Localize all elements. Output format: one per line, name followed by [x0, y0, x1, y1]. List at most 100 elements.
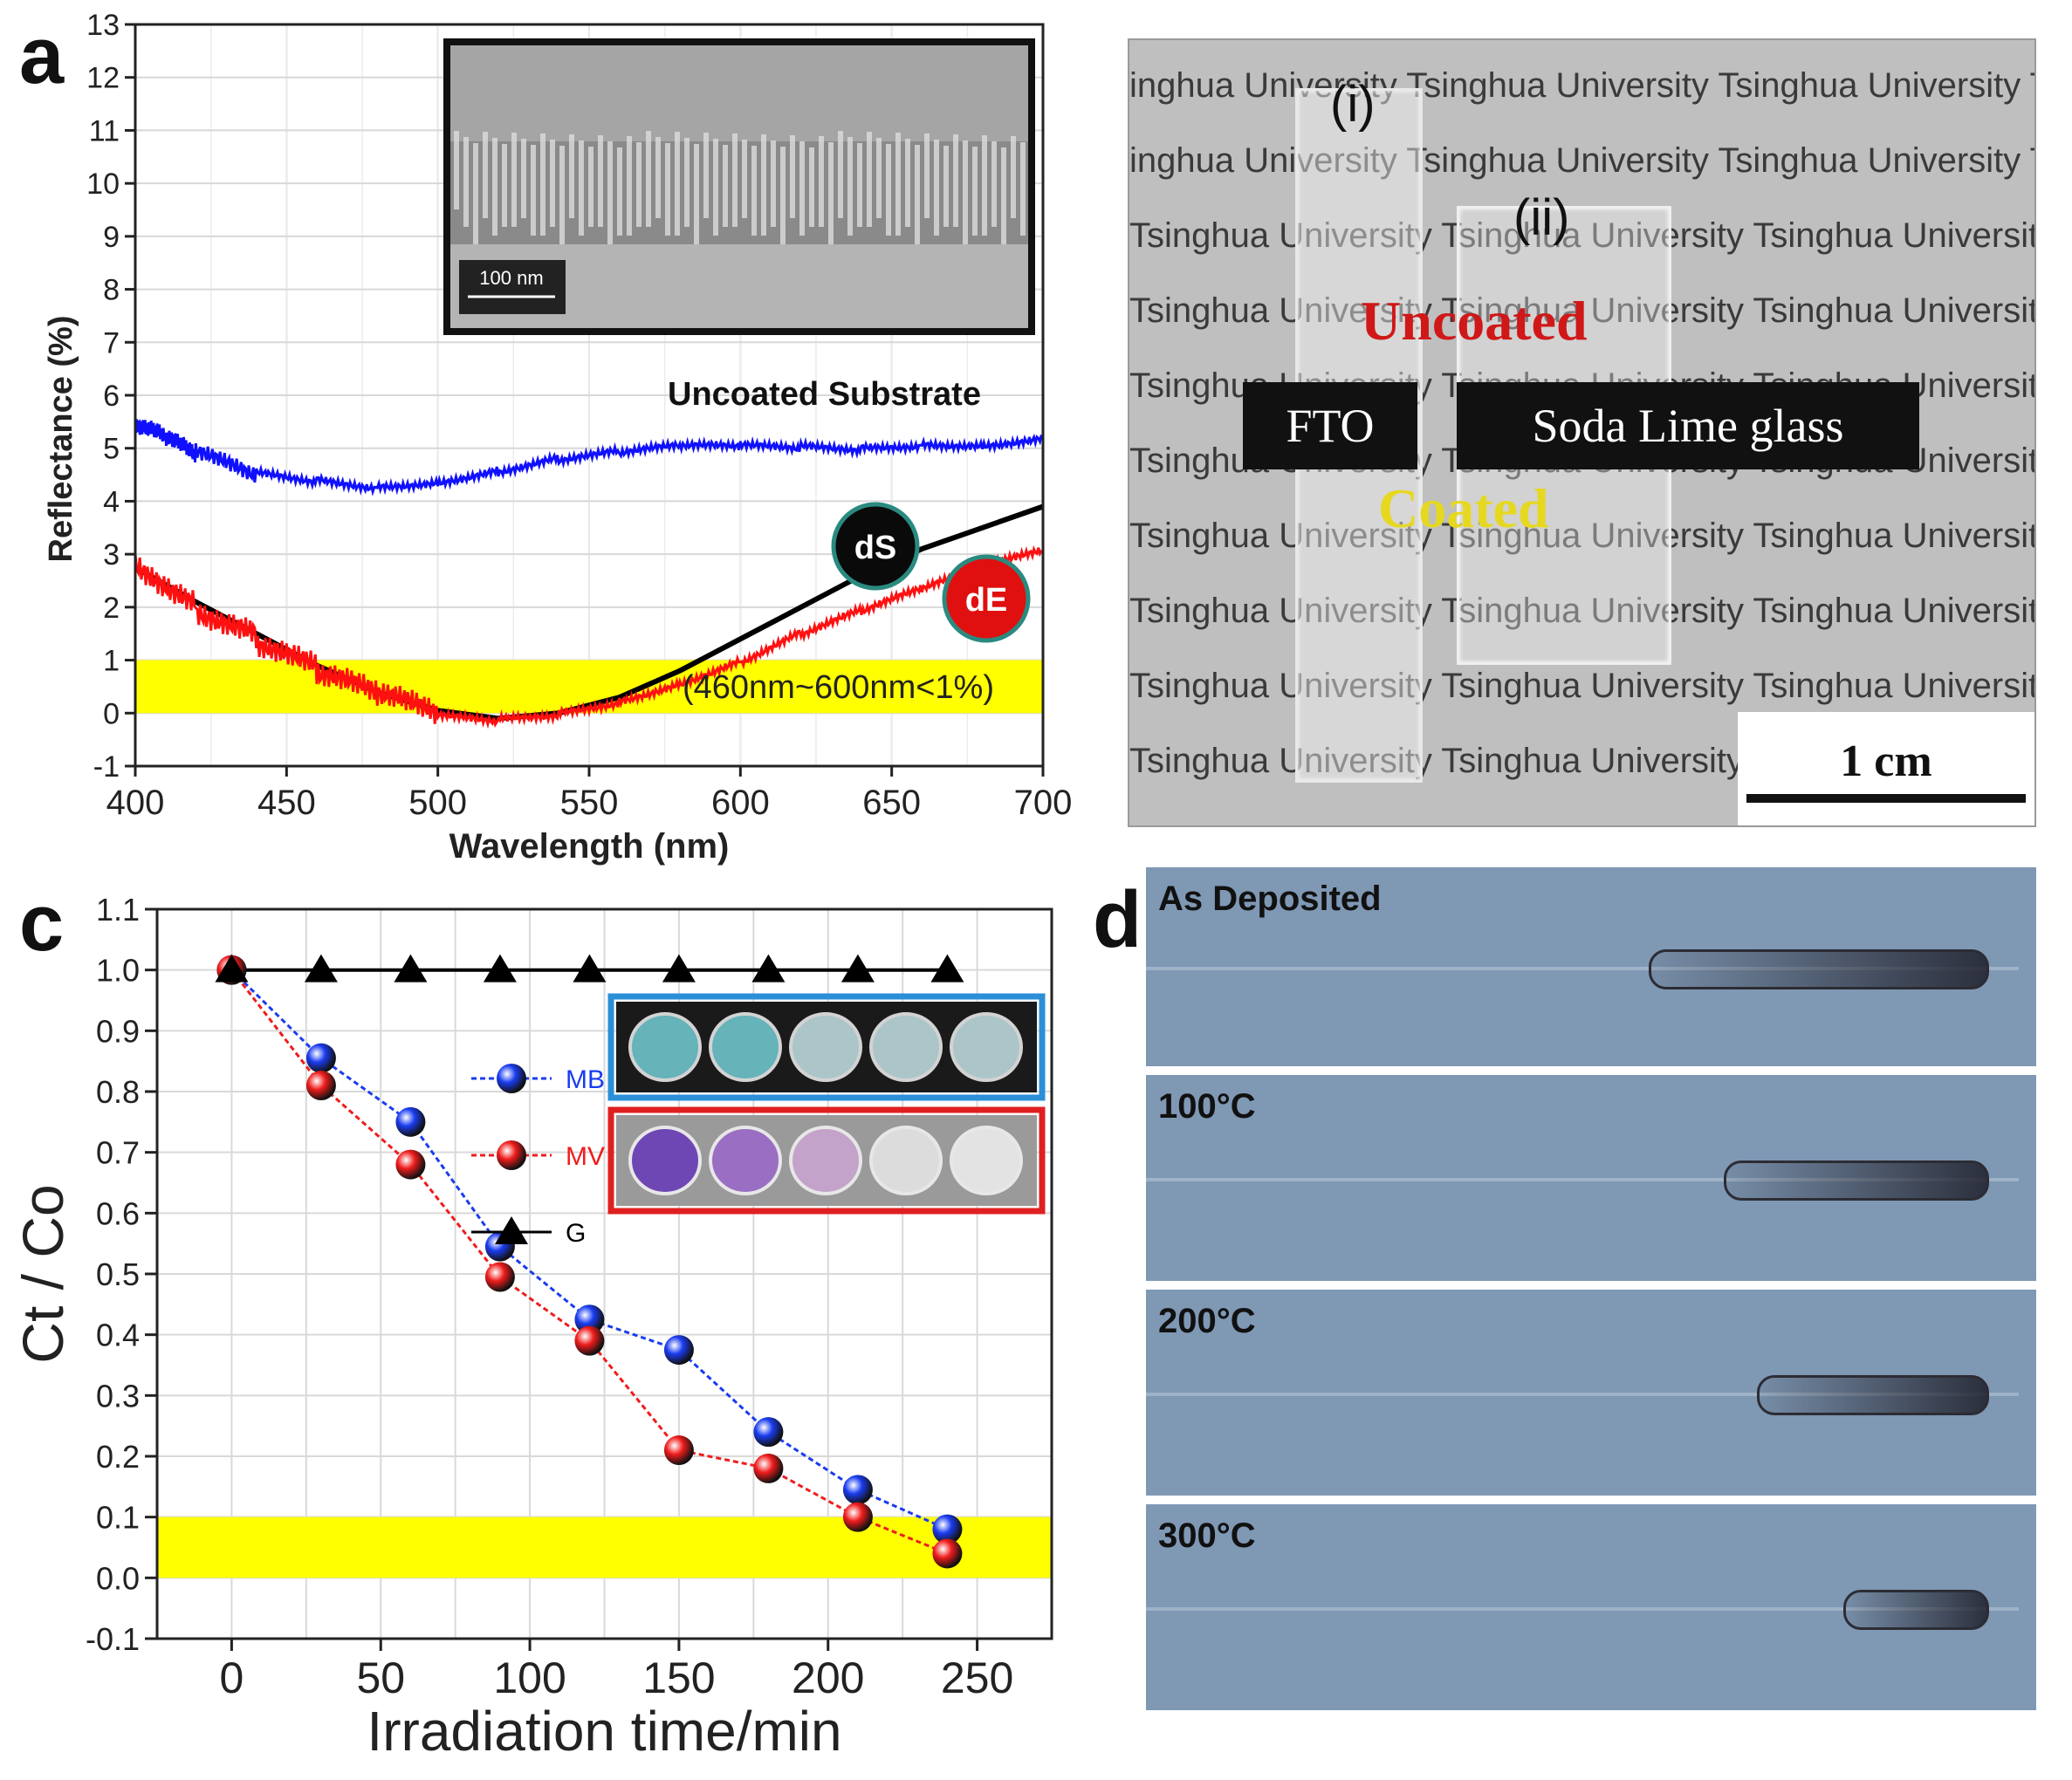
sem-column — [627, 136, 632, 236]
sem-column — [809, 147, 814, 227]
mv-vial — [869, 1126, 943, 1195]
x-tick-label: 50 — [356, 1653, 405, 1702]
sem-column — [867, 132, 872, 227]
point-g — [840, 954, 875, 982]
sem-column — [963, 140, 968, 244]
sem-column — [799, 141, 805, 236]
scratch-line — [1146, 1607, 2019, 1611]
x-tick-label: 200 — [792, 1653, 864, 1702]
y-tick-label: 0.3 — [96, 1378, 140, 1414]
scratch-line — [1146, 1393, 2019, 1396]
y-tick-label: 13 — [86, 9, 120, 42]
sem-column — [905, 139, 910, 227]
sem-column — [665, 143, 670, 236]
y-tick-label: 7 — [103, 326, 120, 359]
sem-column — [771, 140, 776, 227]
point-g — [483, 954, 517, 982]
point-mv — [305, 1071, 336, 1101]
sem-column — [1001, 147, 1006, 244]
series-line-de — [134, 544, 1043, 729]
point-g — [573, 954, 607, 982]
soda-lime-label: Soda Lime glass — [1457, 382, 1919, 469]
y-tick-label: 11 — [89, 114, 120, 147]
sem-column — [694, 144, 699, 244]
x-tick-label: 450 — [257, 784, 316, 822]
y-tick-label: 10 — [86, 168, 120, 201]
sem-column — [675, 132, 680, 236]
y-tick-label: 0.2 — [96, 1439, 140, 1475]
sem-column — [838, 131, 843, 218]
watermark-row: Tsinghua University Tsinghua University … — [1129, 216, 2034, 255]
sem-column — [617, 147, 622, 236]
scratch-strip-label: As Deposited — [1158, 880, 1382, 918]
sem-column — [550, 140, 555, 227]
annotation-range: (460nm~600nm<1%) — [683, 669, 994, 706]
y-tick-label: 0.8 — [96, 1074, 140, 1110]
sem-column — [607, 141, 613, 244]
y-tick-label: 12 — [86, 62, 120, 95]
x-axis-label: Irradiation time/min — [367, 1700, 841, 1763]
series-line-uncoated-substrate — [134, 418, 1043, 496]
watermark-row: Tsinghua University Tsinghua University … — [1129, 667, 2034, 705]
y-tick-label: 0.0 — [96, 1560, 140, 1596]
watermark-row: Tsinghua University Tsinghua University … — [1129, 291, 2034, 330]
y-tick-label: 8 — [103, 274, 120, 307]
x-tick-label: 550 — [560, 784, 619, 822]
sem-column — [1020, 142, 1026, 236]
sem-column — [780, 147, 786, 244]
sem-column — [636, 142, 641, 227]
x-tick-label: 400 — [106, 784, 165, 822]
y-axis-label: Ct / Co — [10, 1184, 75, 1363]
sem-column — [531, 145, 536, 236]
sem-column — [857, 143, 862, 227]
sem-column — [742, 140, 747, 218]
label-i: (i) — [1330, 76, 1376, 133]
sem-column — [492, 138, 497, 236]
legend-label-g: G — [566, 1219, 586, 1248]
legend-label-mb: MB — [566, 1065, 605, 1094]
sem-column — [943, 146, 949, 227]
series-line-mb — [230, 969, 949, 1530]
legend-marker — [497, 1140, 526, 1170]
scratch-line — [1146, 967, 2019, 970]
sem-column — [713, 139, 718, 236]
sem-column — [991, 141, 997, 227]
y-tick-label: 0.5 — [96, 1256, 140, 1292]
y-tick-label: -0.1 — [86, 1621, 140, 1657]
y-tick-label: 6 — [103, 380, 120, 413]
y-tick-label: 0 — [103, 697, 120, 730]
y-tick-label: 0.6 — [96, 1195, 140, 1231]
x-tick-label: 650 — [862, 784, 921, 822]
mv-vial — [709, 1126, 782, 1195]
label-ii: (ii) — [1513, 189, 1570, 246]
point-mv — [842, 1502, 873, 1532]
y-tick-label: -1 — [93, 750, 120, 784]
sem-column — [972, 147, 978, 236]
scratch-test-images: As Deposited 100°C 200°C 300°C — [1146, 867, 2036, 1710]
sem-column — [502, 144, 507, 227]
sem-column — [982, 135, 987, 236]
de-marker — [942, 554, 1031, 643]
point-mb — [663, 1335, 694, 1366]
mv-vial — [789, 1126, 862, 1195]
uncoated-label: Uncoated — [1361, 290, 1588, 352]
legend-label-mv: MV — [566, 1142, 605, 1171]
watermark-row: Tsinghua University Tsinghua University … — [1129, 66, 2034, 105]
point-mv — [574, 1325, 605, 1356]
point-g — [304, 954, 338, 982]
point-g — [930, 954, 964, 982]
scratch-track — [1724, 1160, 1989, 1201]
y-tick-label: 0.9 — [96, 1013, 140, 1049]
sem-column — [761, 134, 766, 236]
watermark-row: Tsinghua University Tsinghua University … — [1129, 592, 2034, 630]
y-axis-label: Reflectance (%) — [43, 316, 79, 563]
fto-label: FTO — [1243, 382, 1417, 469]
scratch-strip-label: 300°C — [1158, 1516, 1256, 1555]
y-tick-label: 9 — [103, 221, 120, 254]
point-mb — [753, 1417, 784, 1448]
scale-bar: 1 cm — [1738, 712, 2034, 825]
sem-column — [924, 134, 930, 218]
point-mb — [395, 1106, 426, 1137]
point-mv — [395, 1149, 426, 1180]
sem-scale-box — [459, 260, 566, 314]
